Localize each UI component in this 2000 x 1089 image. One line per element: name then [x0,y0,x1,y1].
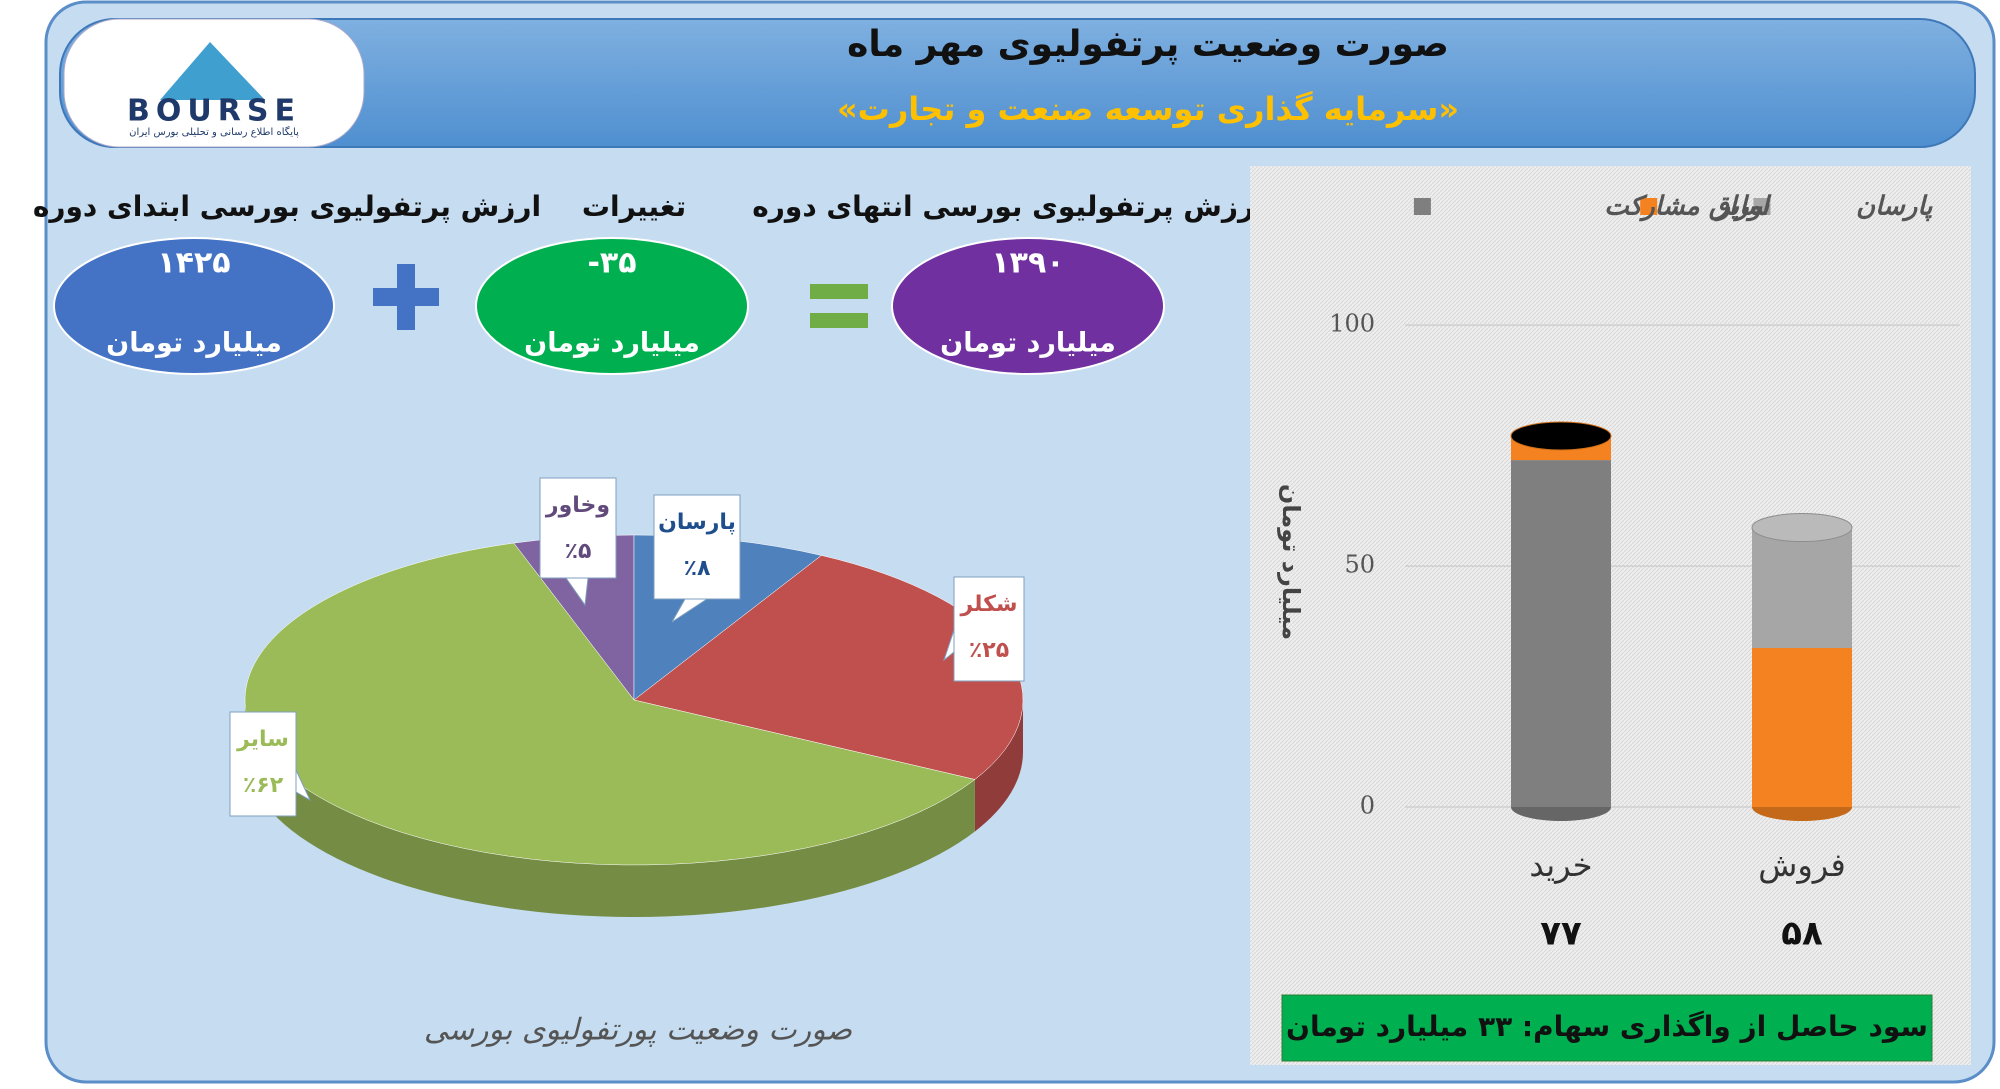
callout-box [229,711,297,817]
slice-value-label: ٪۲۵ [969,638,1009,663]
subtitle: «سرمایه گذاری توسعه صنعت و تجارت» [837,90,1459,128]
callout-box [653,494,741,600]
total-label: ۷۷ [1540,914,1582,954]
summary-label: ارزش پرتفولیوی بورسی انتهای دوره [752,190,1263,223]
slice-value-label: ٪۶۲ [243,773,284,798]
slice-value-label: ٪۸ [684,556,711,581]
bar-chart: 0 50 100 میلیارد تومان خرید ۷۷ فروش ۵۸ پارسان سای… [1277,192,1960,1062]
x-tick-label: فروش [1758,846,1845,884]
cylinder-cap [1751,513,1853,543]
x-tick-label: خرید [1529,846,1592,884]
logo-mark [160,42,265,100]
legend-swatch [1413,198,1431,215]
y-tick-label: 100 [1329,310,1375,338]
bar-segment [1752,648,1852,807]
logo-caption: پایگاه اطلاع رسانی و تحلیلی بورس ایران [129,126,299,138]
bar-segment [1511,460,1611,807]
title: صورت وضعیت پرتفولیوی مهر ماه [847,24,1449,65]
summary-value: -۳۵ [587,246,636,281]
summary-unit: میلیارد تومان [106,328,282,359]
slice-label: سایر [236,727,289,752]
y-tick-label: 50 [1344,551,1375,579]
legend-label: سایر [1713,192,1770,222]
cylinder-cap [1510,421,1612,451]
summary-ellipse [53,237,335,375]
total-label: ۵۸ [1781,914,1823,954]
summary-label: ارزش پرتفولیوی بورسی ابتدای دوره [33,190,541,223]
summary-value: ۱۳۹۰ [991,246,1064,281]
slice-label: شکلر [959,592,1017,617]
slice-label: پارسان [658,510,736,535]
legend-label: اوراق مشارکت [1604,192,1772,222]
slice-label: وخاور [545,493,610,518]
summary-unit: میلیارد تومان [524,328,700,359]
summary-unit: میلیارد تومان [940,328,1116,359]
summary-ellipse [475,237,749,375]
legend-swatch [1753,198,1771,215]
equals-sign [810,284,868,299]
slice-side [245,700,975,917]
callout-box [953,576,1025,682]
note-box [1281,994,1933,1062]
logo-text: BOURSE [127,94,301,129]
y-axis-label: میلیارد تومان [1277,484,1305,640]
callout-box [539,477,617,579]
legend-swatch [1640,198,1658,215]
legend-label: پارسان [1856,192,1933,222]
summary-value: ۱۴۲۵ [157,246,230,281]
pie-slice [244,542,976,866]
note: سود حاصل از واگذاری سهام: ۳۳ میلیارد توم… [1286,1010,1928,1043]
equals-sign [810,313,868,328]
summary-ellipse [891,237,1165,375]
plus-sign [373,264,439,330]
y-tick-label: 0 [1360,792,1375,820]
header-band [59,18,1976,148]
slice-value-label: ٪۵ [565,539,592,564]
summary-label: تغییرات [582,190,686,223]
pie-title: صورت وضعیت پورتفولیوی بورسی [424,1013,853,1048]
pie-chart: وخاور ٪۵ پارسان ٪۸ شکلر ٪۲۵ سایر ٪۶۲ صورت وضعیت … [229,477,1025,1048]
slice-side [974,700,1023,832]
bar-segment [1752,527,1852,648]
